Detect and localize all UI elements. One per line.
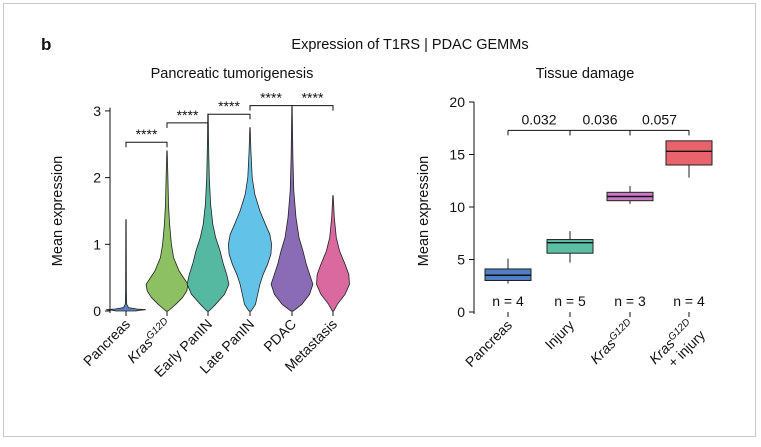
violin-pancreas xyxy=(106,219,146,312)
violin-metastasis xyxy=(316,195,350,312)
box-n-label: n = 5 xyxy=(554,293,586,309)
violin-significance-bracket xyxy=(291,105,334,111)
violin-significance-label: **** xyxy=(218,98,240,114)
violin-y-tick-label: 1 xyxy=(93,236,101,252)
box-krasg12d-injury xyxy=(665,140,713,166)
violin-late-panin xyxy=(227,127,273,312)
box-chart-title: Tissue damage xyxy=(536,66,635,82)
panel-label: b xyxy=(41,35,51,54)
box-y-axis-label: Mean expression xyxy=(416,156,432,266)
violin-krasg12d xyxy=(145,150,189,312)
box-y-tick-label: 20 xyxy=(449,94,465,110)
violin-y-tick-label: 2 xyxy=(93,170,101,186)
violin-significance-label: **** xyxy=(260,90,282,106)
violin-significance-label: **** xyxy=(177,107,199,123)
violin-chart-title: Pancreatic tumorigenesis xyxy=(151,66,314,82)
violin-significance-bracket xyxy=(207,113,251,120)
box-y-tick-label: 5 xyxy=(457,252,465,268)
box-significance-label: 0.057 xyxy=(642,111,677,127)
violin-significance-bracket xyxy=(125,141,168,148)
box-significance-label: 0.036 xyxy=(582,111,617,127)
violin-y-tick-label: 3 xyxy=(93,103,101,119)
figure-border xyxy=(3,3,756,437)
box-significance-label: 0.032 xyxy=(521,111,556,127)
violin-significance-label: **** xyxy=(136,126,158,142)
violin-significance-label: **** xyxy=(302,90,324,106)
box-y-tick-label: 0 xyxy=(457,304,465,320)
box-y-tick-label: 10 xyxy=(449,199,465,215)
box-n-label: n = 4 xyxy=(673,293,705,309)
violin-y-axis-label: Mean expression xyxy=(50,156,66,266)
violin-significance-bracket xyxy=(166,122,209,128)
violin-y-tick-label: 0 xyxy=(93,303,101,319)
figure-title: Expression of T1RS | PDAC GEMMs xyxy=(291,37,528,53)
box-n-label: n = 3 xyxy=(614,293,646,309)
box-y-tick-label: 15 xyxy=(449,147,465,163)
box-n-label: n = 4 xyxy=(492,293,524,309)
